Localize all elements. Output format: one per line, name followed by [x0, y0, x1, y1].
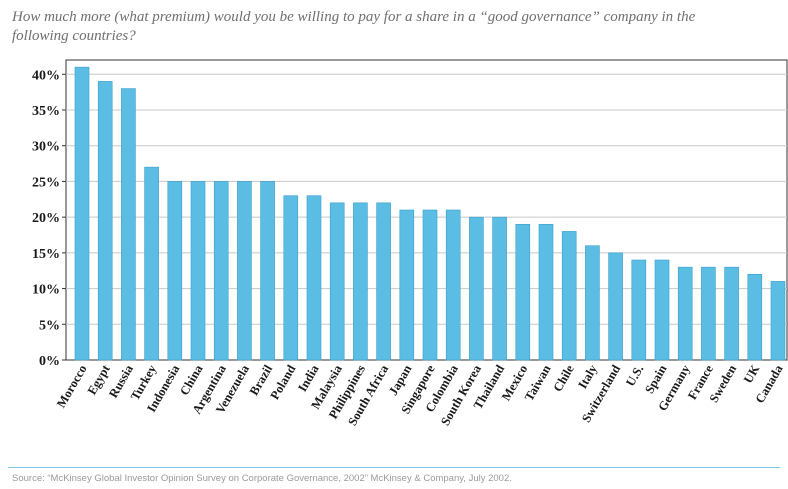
y-tick-label: 0%: [39, 354, 60, 369]
bar-mexico: [515, 223, 531, 361]
y-tick-label: 20%: [32, 211, 60, 226]
bar-philippines: [353, 202, 368, 361]
y-tick-label: 25%: [32, 175, 60, 190]
bar-india: [306, 195, 322, 361]
bar-egypt: [97, 81, 113, 361]
x-tick-label: Morocco: [54, 363, 90, 411]
y-tick-label: 35%: [32, 104, 60, 119]
y-tick-label: 15%: [32, 247, 60, 262]
x-tick-label: UK: [741, 362, 763, 385]
bar-turkey: [144, 166, 159, 361]
bar-switzerland: [608, 252, 623, 361]
bar-brazil: [260, 181, 275, 361]
y-tick-label: 40%: [32, 68, 60, 83]
bar-sweden: [724, 266, 739, 361]
bar-canada: [770, 281, 786, 361]
source-divider: [8, 467, 780, 468]
bar-france: [701, 266, 716, 361]
y-tick-label: 10%: [32, 283, 60, 298]
bar-morocco: [74, 66, 90, 361]
bar-indonesia: [167, 181, 183, 361]
y-tick-label: 5%: [39, 318, 60, 333]
bar-south-korea: [469, 216, 484, 361]
bar-china: [190, 181, 206, 361]
bar-u-s-: [631, 259, 647, 361]
bar-malaysia: [329, 202, 345, 361]
y-tick-label: 30%: [32, 140, 60, 155]
x-tick-label: U.S.: [623, 363, 646, 389]
bar-italy: [585, 245, 600, 361]
bar-thailand: [492, 216, 507, 361]
chart-title: How much more (what premium) would you b…: [12, 9, 696, 44]
bar-chile: [561, 231, 577, 361]
bar-colombia: [445, 209, 461, 361]
bar-poland: [283, 195, 299, 361]
bar-spain: [654, 259, 670, 361]
x-tick-label: Chile: [550, 362, 577, 394]
source-note: Source: “McKinsey Global Investor Opinio…: [12, 473, 512, 484]
bar-germany: [677, 266, 693, 361]
bar-japan: [399, 209, 415, 361]
bar-russia: [121, 88, 136, 361]
bar-uk: [747, 273, 763, 361]
bar-venezuela: [237, 181, 252, 361]
bar-argentina: [213, 181, 229, 361]
bar-singapore: [422, 209, 438, 361]
bar-taiwan: [538, 223, 554, 361]
bar-south-africa: [376, 202, 391, 361]
